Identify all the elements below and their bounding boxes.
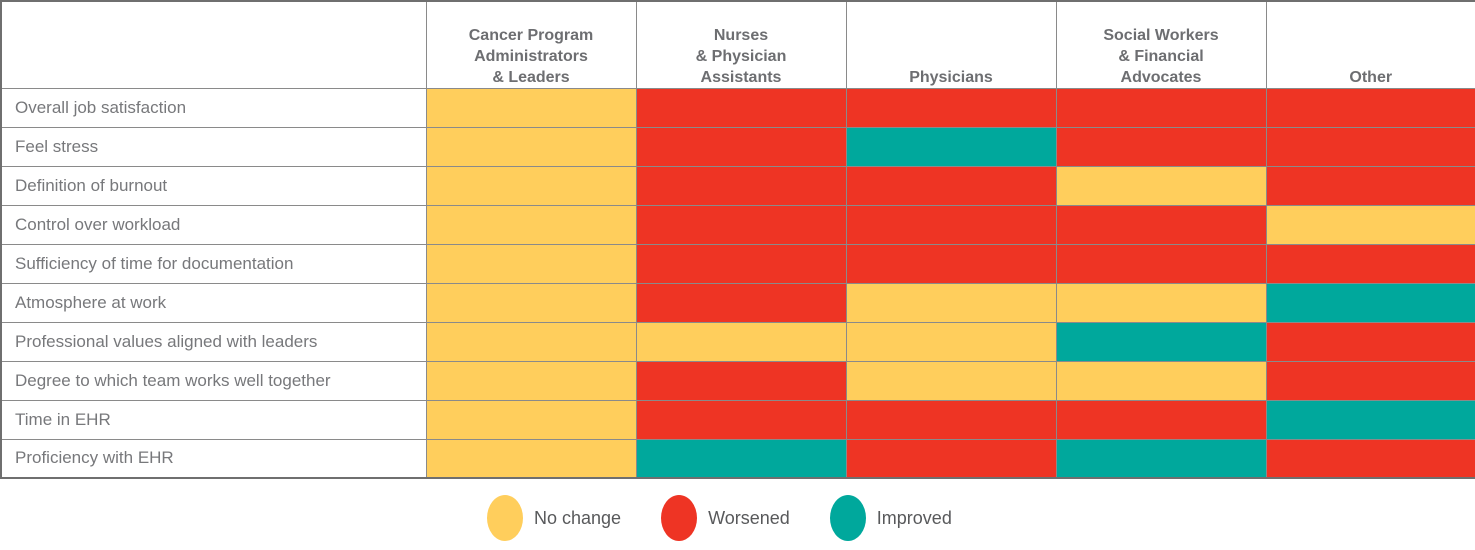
heatmap-cell [635,321,847,362]
heatmap-cell [1055,360,1267,401]
heatmap-cell [635,126,847,167]
heatmap-cell [425,438,637,479]
legend-label: No change [534,507,622,528]
heatmap-cell [425,282,637,323]
table-row: Control over workload [0,204,1475,245]
row-label: Control over workload [0,204,427,245]
heatmap-cell [1055,321,1267,362]
heatmap-cell [1265,399,1475,440]
heatmap-cell [635,282,847,323]
legend-label: Improved [876,507,952,528]
heatmap-cell [425,399,637,440]
heatmap-cell [1265,126,1475,167]
legend-item: Improved [829,495,952,541]
table-row: Feel stress [0,126,1475,167]
heatmap-cell [845,87,1057,128]
legend-item: No change [487,495,621,541]
heatmap-cell [425,321,637,362]
heatmap-cell [845,399,1057,440]
row-label: Professional values aligned with leaders [0,321,427,362]
row-label: Overall job satisfaction [0,87,427,128]
header-row: Cancer Program Administrators & Leaders N… [0,0,1475,89]
heatmap-cell [1055,126,1267,167]
heatmap-cell [1055,204,1267,245]
heatmap-cell [845,126,1057,167]
legend-swatch-icon [487,495,523,541]
column-header: Cancer Program Administrators & Leaders [425,0,637,89]
column-header: Other [1265,0,1475,89]
heatmap-cell [1265,87,1475,128]
heatmap-cell [845,204,1057,245]
legend-label: Worsened [708,507,790,528]
heatmap-cell [425,243,637,284]
heatmap-cell [1055,243,1267,284]
heatmap-cell [425,87,637,128]
row-label: Proficiency with EHR [0,438,427,479]
heatmap-cell [845,321,1057,362]
table-row: Definition of burnout [0,165,1475,206]
heatmap-cell [845,282,1057,323]
heatmap-cell [1265,204,1475,245]
column-header: Physicians [845,0,1057,89]
column-header: Social Workers & Financial Advocates [1055,0,1267,89]
table-row: Degree to which team works well together [0,360,1475,401]
heatmap-cell [635,243,847,284]
heatmap-cell [635,165,847,206]
heatmap-cell [1265,438,1475,479]
heatmap-cell [425,360,637,401]
legend-swatch-icon [661,495,698,541]
heatmap-cell [845,243,1057,284]
heatmap-cell [845,360,1057,401]
heatmap-cell [635,87,847,128]
table-row: Proficiency with EHR [0,438,1475,479]
legend-swatch-icon [829,495,866,541]
heatmap-cell [1265,165,1475,206]
heatmap-cell [845,438,1057,479]
row-label: Atmosphere at work [0,282,427,323]
table-row: Time in EHR [0,399,1475,440]
table-row: Professional values aligned with leaders [0,321,1475,362]
heatmap-cell [1055,165,1267,206]
heatmap-cell [425,126,637,167]
heatmap-cell [1265,321,1475,362]
heatmap-cell [845,165,1057,206]
heatmap-cell [1055,87,1267,128]
column-header: Nurses & Physician Assistants [635,0,847,89]
row-label: Degree to which team works well together [0,360,427,401]
heatmap-cell [1265,360,1475,401]
legend: No change Worsened Improved [487,494,1475,542]
heatmap-cell [1055,282,1267,323]
heatmap-cell [1265,282,1475,323]
heatmap-cell [1055,438,1267,479]
table-body: Overall job satisfaction Feel stress Defin… [0,87,1475,479]
row-label: Feel stress [0,126,427,167]
row-label: Definition of burnout [0,165,427,206]
legend-item: Worsened [661,495,790,541]
burnout-change-table: Cancer Program Administrators & Leaders N… [0,0,1475,479]
heatmap-cell [425,165,637,206]
table-row: Atmosphere at work [0,282,1475,323]
heatmap-cell [635,204,847,245]
heatmap-cell [1055,399,1267,440]
heatmap-cell [635,399,847,440]
corner-cell [0,0,427,89]
row-label: Sufficiency of time for documentation [0,243,427,284]
heatmap-cell [1265,243,1475,284]
row-label: Time in EHR [0,399,427,440]
heatmap-cell [635,360,847,401]
heatmap-cell [425,204,637,245]
table-row: Sufficiency of time for documentation [0,243,1475,284]
heatmap-cell [635,438,847,479]
table-row: Overall job satisfaction [0,87,1475,128]
